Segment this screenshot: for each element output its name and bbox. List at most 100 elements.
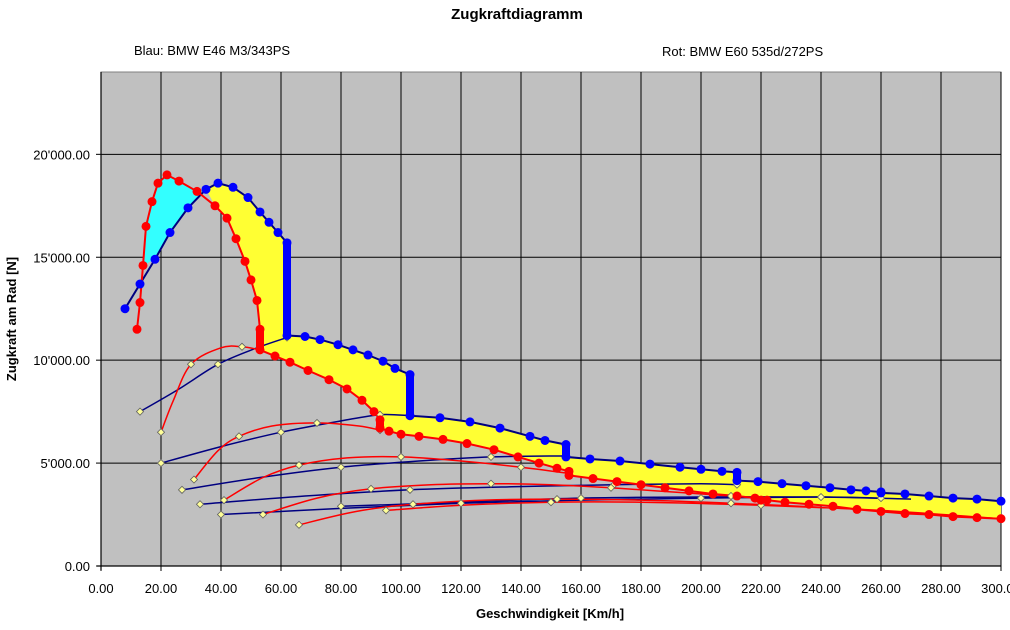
e60-data-point — [174, 176, 184, 186]
m3-data-point — [183, 203, 193, 213]
m3-data-point — [165, 228, 175, 238]
e60-gear-point — [219, 496, 229, 505]
m3-gear-point — [486, 452, 496, 462]
e60-gear-point — [552, 495, 562, 504]
e60-data-point — [285, 357, 295, 367]
e60-data-point — [660, 483, 670, 493]
e60-gear-point — [156, 428, 166, 437]
x-tick-label: 240.00 — [801, 581, 841, 596]
e60-data-point — [138, 260, 148, 270]
e60-data-point — [141, 221, 151, 231]
e60-data-point — [708, 489, 718, 499]
y-tick-label: 5'000.00 — [41, 456, 90, 471]
tick-labels: 0.00 20.00 40.00 60.00 80.00 100.00 120.00 140.… — [33, 147, 1010, 596]
m3-gear-point — [177, 485, 187, 494]
m3-gear-point — [696, 493, 706, 503]
e60-gear-3-curve — [223, 455, 570, 501]
e60-data-point — [489, 445, 499, 455]
m3-gear-point — [336, 502, 346, 511]
e60-data-point — [324, 375, 334, 385]
m3-data-point — [282, 238, 292, 248]
e60-data-point — [732, 491, 742, 501]
e60-data-point — [342, 384, 352, 394]
e60-data-point — [270, 351, 280, 361]
m3-data-point — [972, 494, 982, 504]
e60-data-point — [135, 298, 145, 308]
m3-data-point — [753, 477, 763, 487]
m3-data-point — [201, 184, 211, 194]
m3-gear-point — [456, 499, 466, 508]
e60-data-point — [240, 256, 250, 266]
x-tick-label: 40.00 — [205, 581, 238, 596]
m3-data-point — [996, 496, 1006, 506]
x-tick-label: 260.00 — [861, 581, 901, 596]
m3-data-point — [264, 217, 274, 227]
m3-data-point — [495, 423, 505, 433]
e60-data-point — [438, 434, 448, 444]
m3-data-point — [348, 345, 358, 355]
e60-data-point — [948, 512, 958, 522]
e60-data-point — [369, 407, 379, 417]
e60-gear-point — [189, 475, 199, 484]
m3-data-point — [525, 431, 535, 441]
e60-data-point — [972, 513, 982, 523]
m3-gear-point — [405, 485, 415, 494]
e60-gear-point — [516, 463, 526, 472]
e60-data-point — [414, 431, 424, 441]
e60-gear-point — [366, 484, 376, 493]
m3-data-point — [645, 459, 655, 469]
e60-data-point — [396, 429, 406, 439]
m3-data-point — [465, 417, 475, 427]
e60-data-point — [192, 186, 202, 196]
m3-gear-3-curve — [181, 455, 567, 491]
e60-data-point — [162, 170, 172, 180]
e60-data-point — [552, 463, 562, 473]
chart-title: Zugkraftdiagramm — [451, 6, 583, 23]
m3-data-point — [801, 481, 811, 491]
m3-data-point — [228, 182, 238, 192]
e60-gear-point — [606, 483, 616, 492]
x-tick-label: 300.00 — [981, 581, 1010, 596]
e60-gear-point — [312, 418, 322, 428]
m3-gear-point — [276, 428, 286, 437]
e60-data-point — [588, 474, 598, 484]
e60-data-point — [876, 506, 886, 516]
axes — [96, 72, 1002, 571]
e60-gear-point — [726, 499, 736, 508]
e60-data-point — [132, 324, 142, 334]
e60-data-point — [828, 501, 838, 511]
m3-data-point — [540, 435, 550, 445]
e60-data-point — [564, 470, 574, 480]
m3-gear-point — [816, 492, 826, 502]
m3-data-point — [561, 440, 571, 450]
m3-data-point — [435, 413, 445, 423]
x-tick-label: 200.00 — [681, 581, 721, 596]
y-tick-label: 0.00 — [65, 559, 90, 574]
e60-data-point — [375, 415, 385, 425]
m3-data-point — [378, 356, 388, 366]
x-tick-label: 220.00 — [741, 581, 781, 596]
x-tick-label: 0.00 — [88, 581, 113, 596]
m3-data-point — [825, 483, 835, 493]
m3-data-point — [213, 178, 223, 188]
e60-gear-point — [396, 452, 406, 462]
x-tick-label: 100.00 — [381, 581, 421, 596]
e60-data-point — [357, 395, 367, 405]
m3-data-point — [615, 456, 625, 466]
e60-data-point — [210, 201, 220, 211]
e60-data-point — [255, 345, 265, 355]
m3-data-point — [777, 479, 787, 489]
e60-gear-point — [186, 360, 196, 369]
m3-data-point — [255, 207, 265, 217]
m3-data-point — [924, 491, 934, 501]
m3-data-point — [405, 411, 415, 421]
x-axis-label: Geschwindigkeit [Km/h] — [476, 606, 624, 621]
y-tick-label: 10'000.00 — [33, 353, 90, 368]
e60-gear-point — [546, 498, 556, 507]
m3-data-point — [273, 228, 283, 238]
e60-advantage-area — [143, 174, 206, 266]
e60-data-point — [924, 510, 934, 520]
m3-data-point — [315, 335, 325, 345]
e60-data-point — [384, 426, 394, 436]
